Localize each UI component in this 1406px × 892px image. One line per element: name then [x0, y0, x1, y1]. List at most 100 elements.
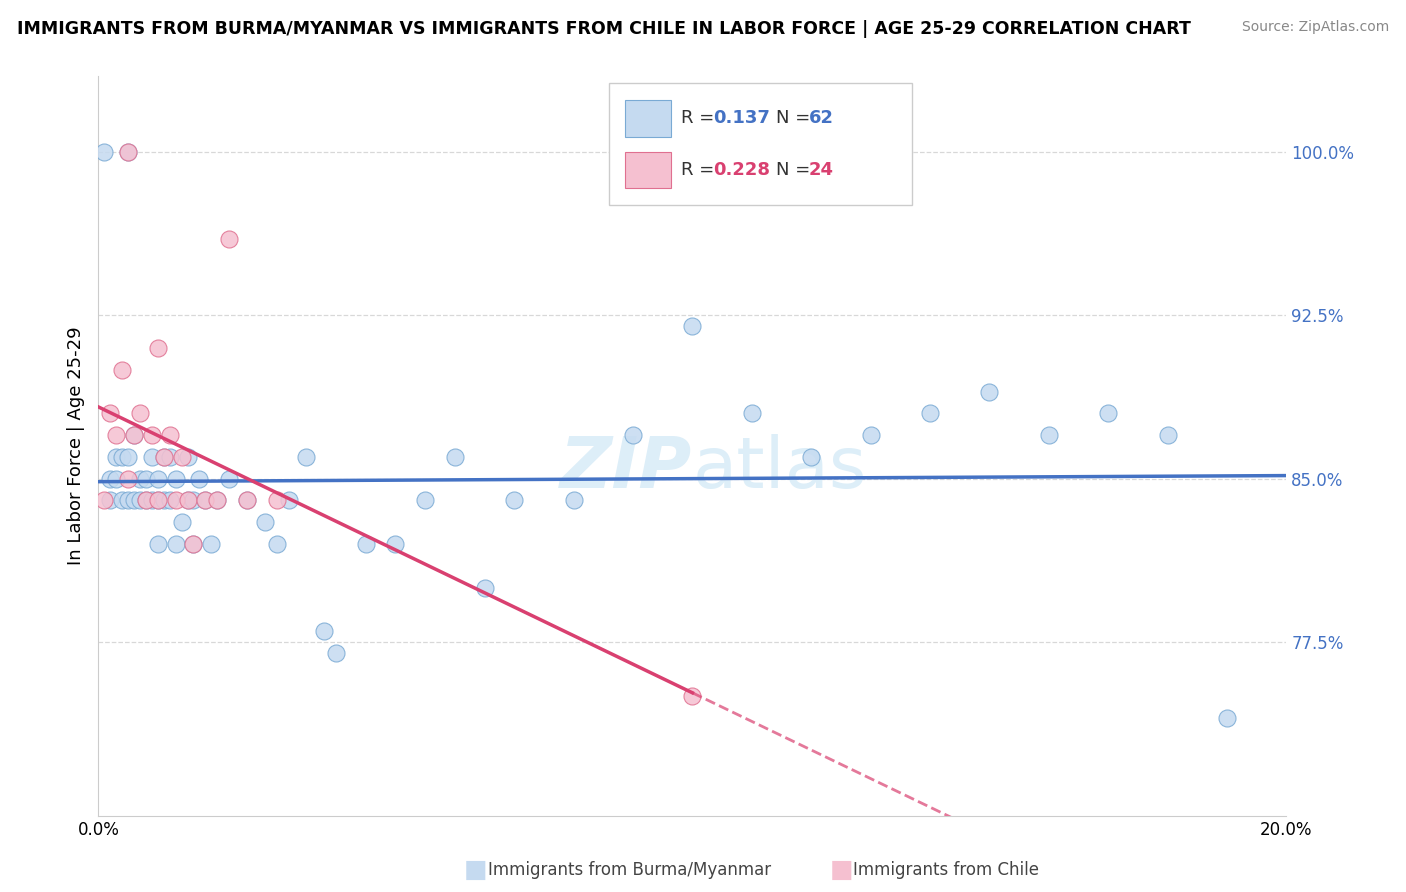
Text: Immigrants from Burma/Myanmar: Immigrants from Burma/Myanmar: [488, 861, 770, 879]
Point: [98, 493, 121, 508]
Point: [1097, 406, 1119, 420]
Text: 62: 62: [808, 109, 834, 127]
Point: [1216, 711, 1239, 725]
Point: [266, 537, 288, 551]
Point: [176, 493, 198, 508]
Point: [146, 537, 169, 551]
Point: [129, 406, 152, 420]
Point: [152, 450, 174, 464]
Point: [920, 406, 942, 420]
Point: [135, 472, 157, 486]
Point: [165, 493, 187, 508]
Point: [183, 537, 205, 551]
Point: [176, 493, 198, 508]
FancyBboxPatch shape: [624, 100, 671, 136]
Point: [111, 493, 134, 508]
Point: [200, 537, 222, 551]
Point: [443, 450, 465, 464]
Point: [354, 537, 377, 551]
Point: [295, 450, 318, 464]
Point: [859, 428, 882, 442]
Point: [111, 363, 134, 377]
Text: IMMIGRANTS FROM BURMA/MYANMAR VS IMMIGRANTS FROM CHILE IN LABOR FORCE | AGE 25-2: IMMIGRANTS FROM BURMA/MYANMAR VS IMMIGRA…: [17, 20, 1191, 37]
Point: [105, 472, 128, 486]
Point: [117, 472, 139, 486]
Text: R =: R =: [681, 109, 720, 127]
Point: [165, 537, 187, 551]
Point: [98, 472, 121, 486]
Point: [621, 428, 644, 442]
Point: [413, 493, 436, 508]
Point: [105, 428, 128, 442]
Point: [165, 472, 187, 486]
Point: [141, 450, 163, 464]
Point: [1038, 428, 1060, 442]
Point: [93, 145, 115, 159]
Point: [205, 493, 228, 508]
Point: [117, 493, 139, 508]
Point: [176, 450, 198, 464]
FancyBboxPatch shape: [624, 152, 671, 188]
Point: [979, 384, 1001, 399]
Point: [146, 472, 169, 486]
Point: [562, 493, 585, 508]
Point: [170, 450, 193, 464]
FancyBboxPatch shape: [609, 83, 912, 205]
Text: ■: ■: [464, 858, 488, 881]
Point: [152, 450, 174, 464]
Point: [117, 145, 139, 159]
Point: [503, 493, 526, 508]
Point: [146, 493, 169, 508]
Point: [159, 493, 181, 508]
Point: [117, 450, 139, 464]
Point: [194, 493, 217, 508]
Point: [129, 472, 152, 486]
Point: [1156, 428, 1178, 442]
Point: [135, 493, 157, 508]
Point: [474, 581, 496, 595]
Point: [105, 450, 128, 464]
Text: R =: R =: [681, 161, 720, 178]
Point: [681, 319, 703, 334]
Point: [146, 493, 169, 508]
Point: [183, 537, 205, 551]
Point: [159, 450, 181, 464]
Point: [266, 493, 288, 508]
Point: [122, 493, 145, 508]
Text: ■: ■: [830, 858, 853, 881]
Point: [236, 493, 259, 508]
Point: [205, 493, 228, 508]
Point: [325, 646, 347, 660]
Point: [129, 493, 152, 508]
Point: [183, 493, 205, 508]
Point: [277, 493, 299, 508]
Point: [93, 493, 115, 508]
Point: [188, 472, 211, 486]
Point: [384, 537, 406, 551]
Point: [314, 624, 336, 638]
Point: [741, 406, 763, 420]
Point: [117, 145, 139, 159]
Point: [122, 428, 145, 442]
Point: [681, 690, 703, 704]
Point: [135, 493, 157, 508]
Text: Immigrants from Chile: Immigrants from Chile: [853, 861, 1039, 879]
Text: 0.228: 0.228: [713, 161, 769, 178]
Point: [253, 515, 276, 529]
Text: atlas: atlas: [692, 434, 868, 503]
Point: [236, 493, 259, 508]
Point: [141, 428, 163, 442]
Point: [800, 450, 823, 464]
Point: [159, 428, 181, 442]
Text: 0.137: 0.137: [713, 109, 769, 127]
Point: [111, 450, 134, 464]
Text: Source: ZipAtlas.com: Source: ZipAtlas.com: [1241, 20, 1389, 34]
Text: N =: N =: [776, 109, 815, 127]
Point: [218, 232, 240, 246]
Y-axis label: In Labor Force | Age 25-29: In Labor Force | Age 25-29: [66, 326, 84, 566]
Point: [194, 493, 217, 508]
Point: [152, 493, 174, 508]
Point: [170, 515, 193, 529]
Text: 24: 24: [808, 161, 834, 178]
Point: [146, 341, 169, 355]
